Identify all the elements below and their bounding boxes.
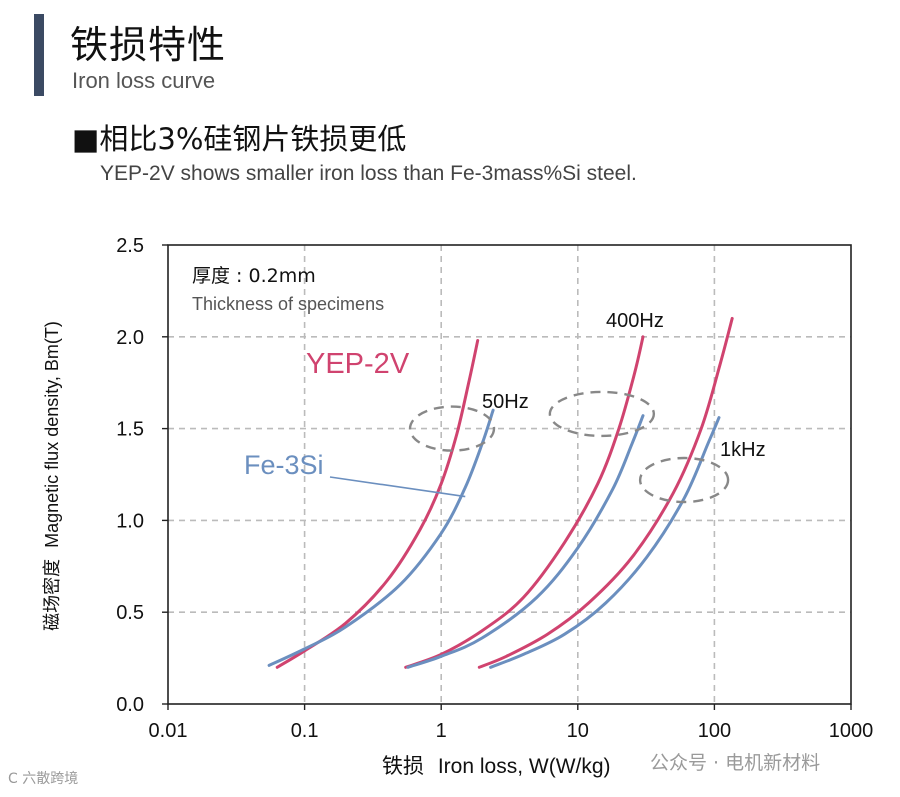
chart-series: [267, 316, 734, 669]
watermark-left: C 六散跨境: [8, 771, 79, 787]
curve-fe-3si-400hz: [406, 414, 645, 669]
curve-fe-3si-50hz: [267, 408, 495, 667]
x-tick-label: 1000: [829, 720, 874, 742]
y-axis-label: 磁场密度 Magnetic flux density, Bm(T): [42, 321, 63, 631]
x-tick-label: 100: [698, 720, 731, 742]
frequency-group-ellipse: [638, 456, 730, 504]
watermark-right: 公众号 · 电机新材料: [650, 752, 821, 774]
curve-yep-2v-400hz: [404, 335, 645, 669]
y-tick-label: 2.5: [116, 235, 144, 257]
y-tick-label: 2.0: [116, 327, 144, 349]
title-accent-bar: [34, 14, 44, 96]
chart-frame: [167, 244, 852, 705]
freq-1khz-label: 1kHz: [720, 439, 766, 461]
page-title: 铁损特性: [70, 23, 227, 67]
fe-3si-label: Fe-3Si: [244, 450, 324, 480]
chart-tick-labels: 0.01 0.1 1 10 100 1000 0.0 0.5 1.0 1.5 2.0 2.5: [116, 235, 873, 742]
section-subtitle-english: YEP-2V shows smaller iron loss than Fe-3…: [100, 162, 637, 185]
y-tick-label: 1.0: [116, 510, 144, 532]
frequency-group-ellipse: [548, 390, 656, 438]
y-tick-label: 0.0: [116, 694, 144, 716]
curve-yep-2v-50hz: [275, 339, 480, 669]
x-tick-label: 1: [436, 720, 447, 742]
freq-50hz-label: 50Hz: [482, 391, 529, 413]
freq-400hz-label: 400Hz: [606, 310, 664, 332]
fe-3si-leader-line: [329, 476, 466, 498]
y-tick-label: 1.5: [116, 419, 144, 441]
plot-frame: [167, 244, 852, 705]
thickness-label-english: Thickness of specimens: [192, 294, 384, 314]
curve-fe-3si-1khz: [489, 416, 721, 669]
yep-2v-label: YEP-2V: [306, 348, 410, 380]
y-tick-label: 0.5: [116, 602, 144, 624]
section-subtitle: ■相比3%硅钢片铁损更低: [72, 122, 407, 156]
page-title-english: Iron loss curve: [72, 68, 216, 93]
chart-annotations: [329, 390, 730, 504]
curve-yep-2v-1khz: [477, 316, 734, 669]
frequency-group-ellipse: [408, 405, 496, 452]
x-tick-label: 0.01: [149, 720, 188, 742]
thickness-label: 厚度 : 0.2mm: [192, 265, 316, 287]
x-tick-label: 10: [567, 720, 589, 742]
x-tick-label: 0.1: [291, 720, 319, 742]
x-axis-label: 铁损 Iron loss, W(W/kg): [382, 754, 611, 778]
